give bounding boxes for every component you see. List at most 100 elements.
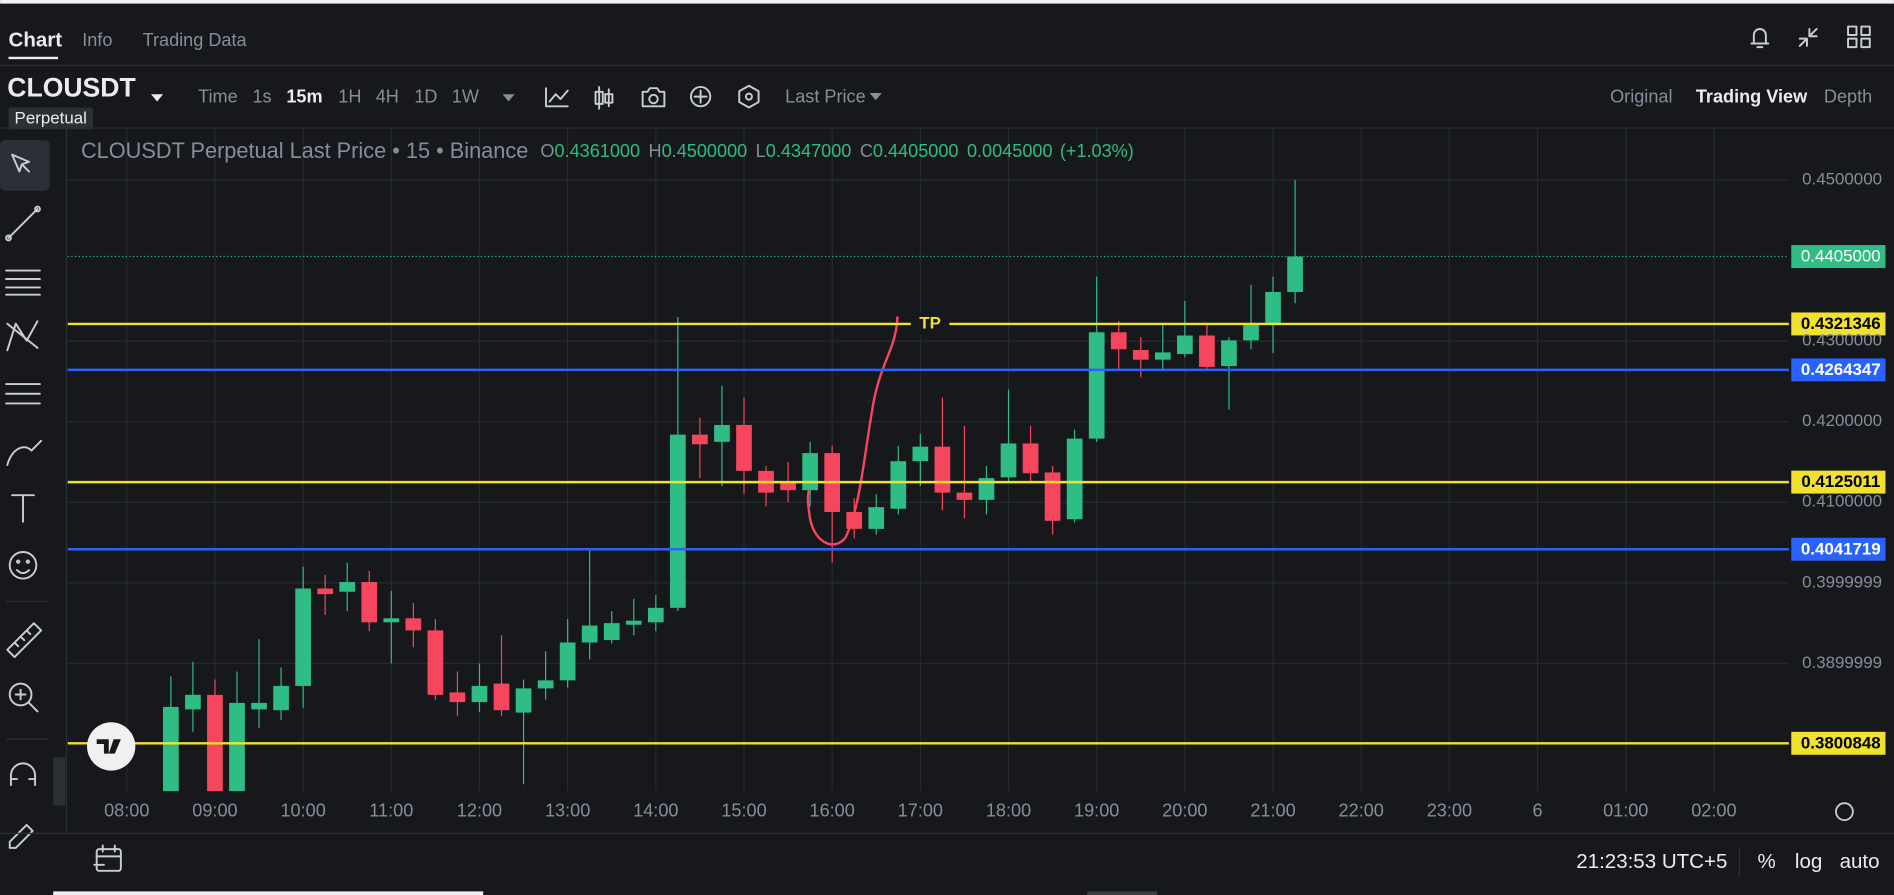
- legend-key: H: [649, 141, 662, 161]
- scale-option[interactable]: %: [1757, 850, 1775, 873]
- last-price-label: 0.4405000: [1801, 247, 1881, 266]
- candle-body: [1066, 438, 1083, 520]
- candle-body: [559, 642, 576, 681]
- x-tick-label: 19:00: [1074, 800, 1119, 820]
- scrollbar[interactable]: [1087, 891, 1158, 895]
- x-tick-label: 18:00: [986, 800, 1031, 820]
- interval-label: Time: [198, 87, 238, 107]
- candle-body: [163, 706, 179, 792]
- tool-selected: [0, 140, 50, 191]
- interval[interactable]: 4H: [376, 87, 399, 107]
- interval[interactable]: 1H: [338, 87, 361, 107]
- y-tick-label: 0.3899999: [1802, 653, 1882, 672]
- price-line-tag: [1791, 470, 1886, 494]
- price-line-tag: [1791, 537, 1886, 561]
- candle-body: [1110, 332, 1127, 350]
- drawing-toolbar[interactable]: [5, 153, 43, 849]
- candle-body: [780, 482, 796, 491]
- candle-body: [714, 424, 730, 442]
- contract: Perpetual: [15, 108, 87, 127]
- price-line-label: 0.4321346: [1801, 314, 1881, 333]
- price-line-tag: [1791, 731, 1886, 755]
- candle-body: [295, 588, 311, 686]
- legend-value: 0.4347000: [766, 141, 852, 161]
- annotation-bg: [910, 313, 950, 335]
- price-type-dropdown[interactable]: [869, 93, 882, 101]
- axis-settings[interactable]: [1835, 802, 1854, 822]
- interval[interactable]: 1s: [252, 87, 271, 107]
- candle-body: [1022, 443, 1039, 474]
- date-range-button[interactable]: [93, 844, 122, 872]
- candle-body: [670, 434, 686, 608]
- y-tick-label: 0.4200000: [1802, 411, 1882, 430]
- y-tick-label: 0.3999999: [1802, 572, 1882, 591]
- x-tick-label: 6: [1533, 800, 1543, 820]
- view-option[interactable]: Trading View: [1696, 87, 1808, 107]
- view-option[interactable]: Original: [1610, 87, 1672, 107]
- candle-body: [868, 507, 885, 529]
- more-intervals[interactable]: [502, 94, 515, 102]
- candle-body: [1265, 291, 1281, 324]
- contract-tag: [8, 107, 94, 130]
- price-line-tag: [1791, 312, 1886, 336]
- last-price-tag: [1791, 245, 1886, 269]
- symbol-dropdown[interactable]: [151, 94, 164, 102]
- tab-underline: [8, 56, 59, 60]
- toolbar-collapse[interactable]: [53, 757, 66, 806]
- tab[interactable]: Trading Data: [143, 30, 248, 50]
- x-tick-label: 10:00: [280, 800, 325, 820]
- candle-body: [603, 623, 620, 641]
- x-tick-label: 20:00: [1162, 800, 1207, 820]
- chart-tools[interactable]: [545, 84, 760, 110]
- tab[interactable]: Info: [82, 30, 112, 50]
- top-icons[interactable]: [1750, 25, 1871, 49]
- candle-body: [1177, 335, 1193, 355]
- price-line-label: 0.3800848: [1801, 733, 1881, 752]
- y-tick-label: 0.4100000: [1802, 492, 1882, 511]
- legend-change-pct: (+1.03%): [1060, 141, 1134, 161]
- candle-body: [449, 692, 466, 703]
- candle-body: [427, 630, 444, 695]
- candle-body: [581, 625, 598, 643]
- x-tick-label: 13:00: [545, 800, 590, 820]
- price-lines: 0.44050000.4321346TP0.42643470.41250110.…: [67, 245, 1886, 755]
- y-tick-label: 0.4500000: [1802, 169, 1882, 188]
- candle-body: [1132, 350, 1149, 360]
- candle-body: [1243, 323, 1259, 341]
- candle-body: [647, 607, 664, 623]
- scrollbar[interactable]: [53, 891, 484, 895]
- x-tick-label: 14:00: [633, 800, 678, 820]
- price-type[interactable]: Last Price: [785, 87, 866, 107]
- x-tick-label: 15:00: [721, 800, 766, 820]
- interval[interactable]: 15m: [286, 87, 322, 107]
- legend-key: O: [540, 141, 554, 161]
- price-line-label: 0.4264347: [1801, 360, 1881, 379]
- candle-body: [537, 680, 554, 689]
- candle-body: [1221, 340, 1237, 367]
- tab[interactable]: Chart: [9, 28, 63, 51]
- x-tick-label: 21:00: [1250, 800, 1295, 820]
- tradingview-logo-mark: [96, 739, 121, 754]
- candle-body: [625, 620, 642, 625]
- candle-body: [471, 685, 488, 703]
- x-tick-label: 12:00: [457, 800, 502, 820]
- legend-key: C: [860, 141, 873, 161]
- chart-legend: CLOUSDT Perpetual Last Price • 15 • Bina…: [81, 138, 1134, 163]
- candle-body: [405, 618, 422, 631]
- legend-key: L: [756, 141, 766, 161]
- annotation-label: TP: [919, 313, 941, 332]
- axes: 08:00 09:00 10:00 11:00 12:00 13:00 14:00 15:00…: [104, 169, 1882, 820]
- symbol[interactable]: CLOUSDT: [7, 72, 135, 102]
- x-tick-label: 17:00: [898, 800, 943, 820]
- interval[interactable]: 1D: [414, 87, 437, 107]
- interval[interactable]: 1W: [452, 87, 480, 107]
- candle-body: [1088, 332, 1105, 439]
- candle-body: [339, 582, 356, 592]
- scale-option[interactable]: log: [1795, 850, 1822, 873]
- candle-body: [978, 478, 995, 500]
- x-tick-label: 01:00: [1603, 800, 1648, 820]
- scale-option[interactable]: auto: [1840, 850, 1880, 873]
- candle-body: [912, 446, 929, 462]
- candles: [163, 179, 1303, 792]
- view-option[interactable]: Depth: [1824, 87, 1872, 107]
